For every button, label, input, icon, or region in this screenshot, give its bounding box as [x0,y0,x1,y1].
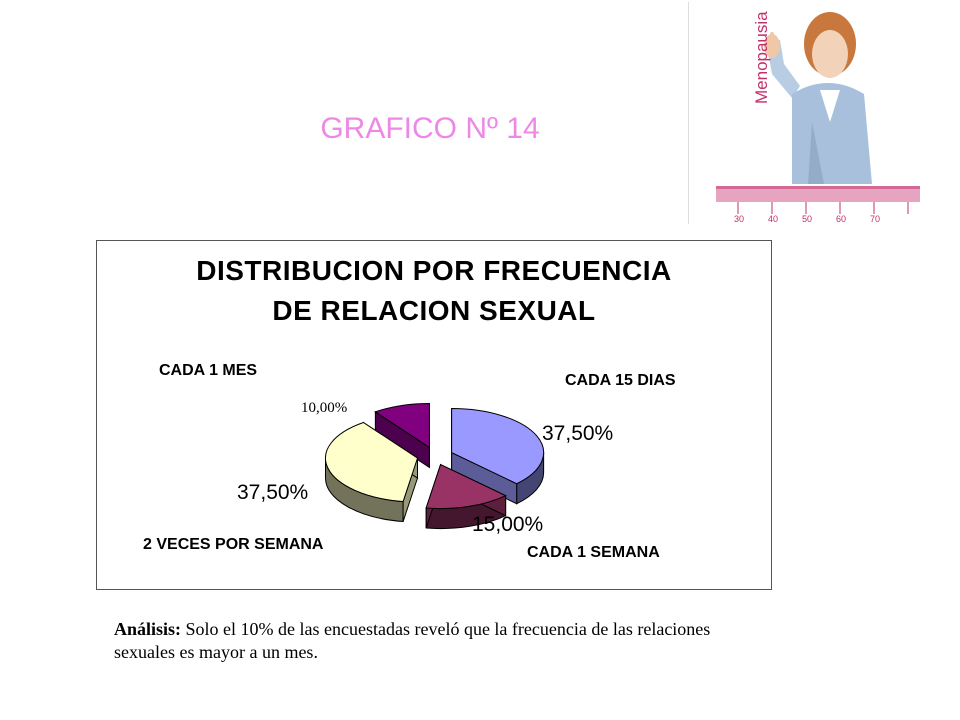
pie-chart [324,402,545,530]
menopause-promo-image: 30 40 50 60 70 Menopausia [688,2,920,224]
category-label-cada-1-semana: CADA 1 SEMANA [527,544,660,561]
pie-slice-2-veces-por-semana [324,421,419,523]
slide-title: GRAFICO Nº 14 [320,112,540,145]
chart-title-line-1: DISTRIBUCION POR FRECUENCIA [196,255,672,286]
scale-label-70: 70 [870,214,880,224]
analysis-paragraph: Análisis: Solo el 10% de las encuestadas… [114,618,754,664]
menopausia-brand-text: Menopausia [752,11,771,104]
pie-slice-cada-15-dias [451,408,545,505]
pie-chart-frame: DISTRIBUCION POR FRECUENCIA DE RELACION … [96,240,772,590]
chart-title-line-2: DE RELACION SEXUAL [272,295,596,326]
scale-label-40: 40 [768,214,778,224]
category-label-2-veces-por-semana: 2 VECES POR SEMANA [143,536,324,553]
analysis-label: Análisis: [114,619,182,639]
analysis-text: Solo el 10% de las encuestadas reveló qu… [114,619,711,662]
promo-divider [688,2,689,224]
scale-label-30: 30 [734,214,744,224]
value-label-cada-1-semana: 15,00% [472,513,544,536]
value-label-cada-1-mes: 10,00% [301,400,348,416]
pie-slice-cada-1-semana [425,463,507,530]
value-label-2-veces-por-semana: 37,50% [237,481,309,504]
value-label-cada-15-dias: 37,50% [542,422,614,445]
category-label-cada-1-mes: CADA 1 MES [159,362,258,379]
scale-label-50: 50 [802,214,812,224]
category-label-cada-15-dias: CADA 15 DIAS [565,372,676,389]
woman-thumbs-up-illustration: 30 40 50 60 70 [716,12,920,224]
scale-label-60: 60 [836,214,846,224]
